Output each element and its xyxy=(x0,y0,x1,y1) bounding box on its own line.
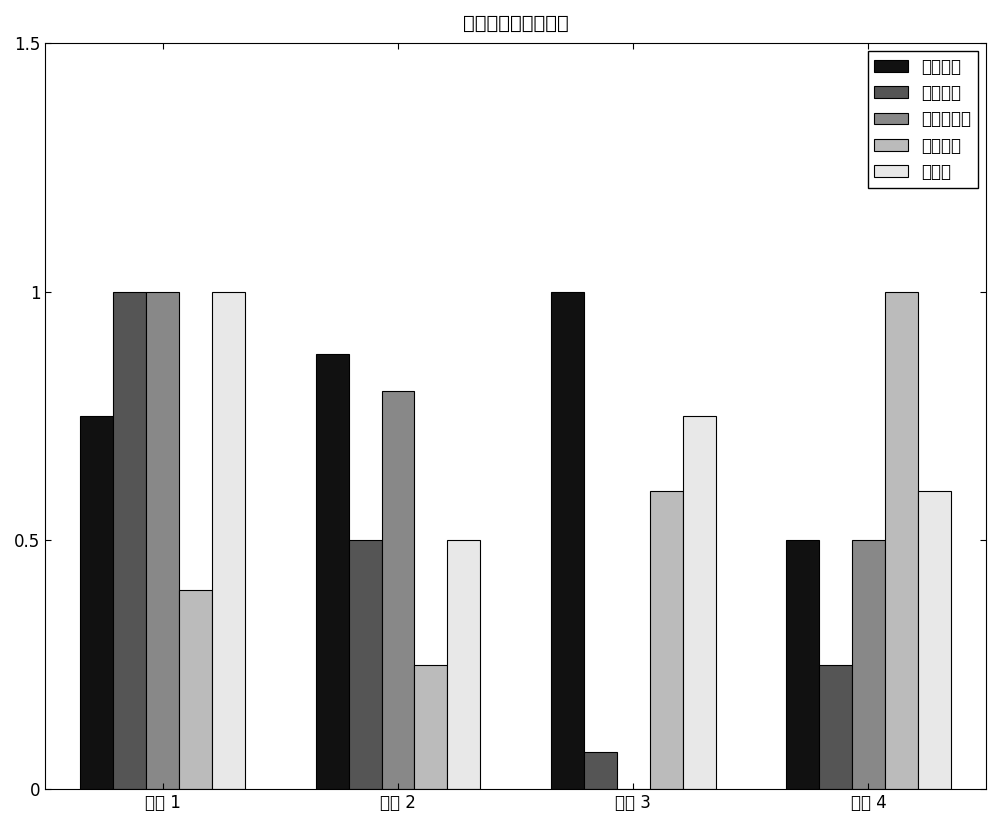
Bar xyxy=(918,491,951,790)
Bar xyxy=(819,665,852,790)
Bar xyxy=(650,491,683,790)
Bar xyxy=(885,292,918,790)
Bar xyxy=(551,292,584,790)
Bar xyxy=(113,292,146,790)
Bar xyxy=(584,752,617,790)
Bar xyxy=(316,354,349,790)
Bar xyxy=(382,392,414,790)
Bar xyxy=(146,292,179,790)
Bar xyxy=(852,540,885,790)
Bar xyxy=(683,416,716,790)
Title: 规范化任务属性参数: 规范化任务属性参数 xyxy=(463,14,568,33)
Bar xyxy=(414,665,447,790)
Bar xyxy=(447,540,480,790)
Bar xyxy=(80,416,113,790)
Bar xyxy=(212,292,245,790)
Legend: 传输速率, 存储容量, 水平分辨率, 可视时间, 误码率: 传输速率, 存储容量, 水平分辨率, 可视时间, 误码率 xyxy=(868,51,978,188)
Bar xyxy=(179,591,212,790)
Bar xyxy=(349,540,382,790)
Bar xyxy=(786,540,819,790)
